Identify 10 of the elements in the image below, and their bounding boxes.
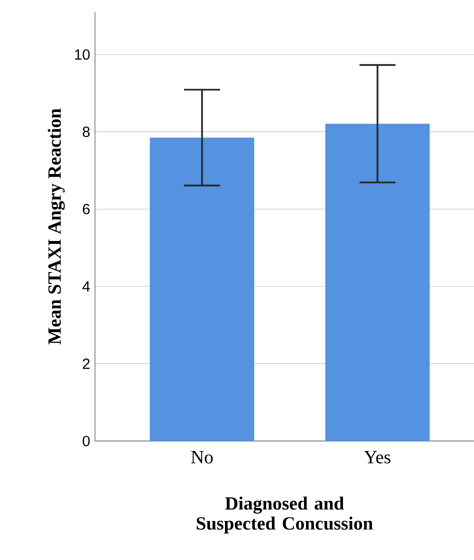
- y-tick-label: 0: [82, 436, 90, 446]
- x-tick-label: No: [191, 451, 213, 464]
- y-tick-label: 4: [82, 281, 90, 292]
- x-tick-label: Yes: [364, 451, 390, 464]
- y-tick-label: 6: [82, 204, 90, 214]
- y-axis-title: Mean STAXI Angry Reaction: [48, 108, 65, 344]
- y-tick-label: 8: [82, 126, 90, 138]
- y-tick-label: 10: [75, 49, 90, 60]
- x-axis-title: Diagnosed and Suspected Concussion: [196, 496, 373, 534]
- y-tick-label: 2: [82, 358, 90, 369]
